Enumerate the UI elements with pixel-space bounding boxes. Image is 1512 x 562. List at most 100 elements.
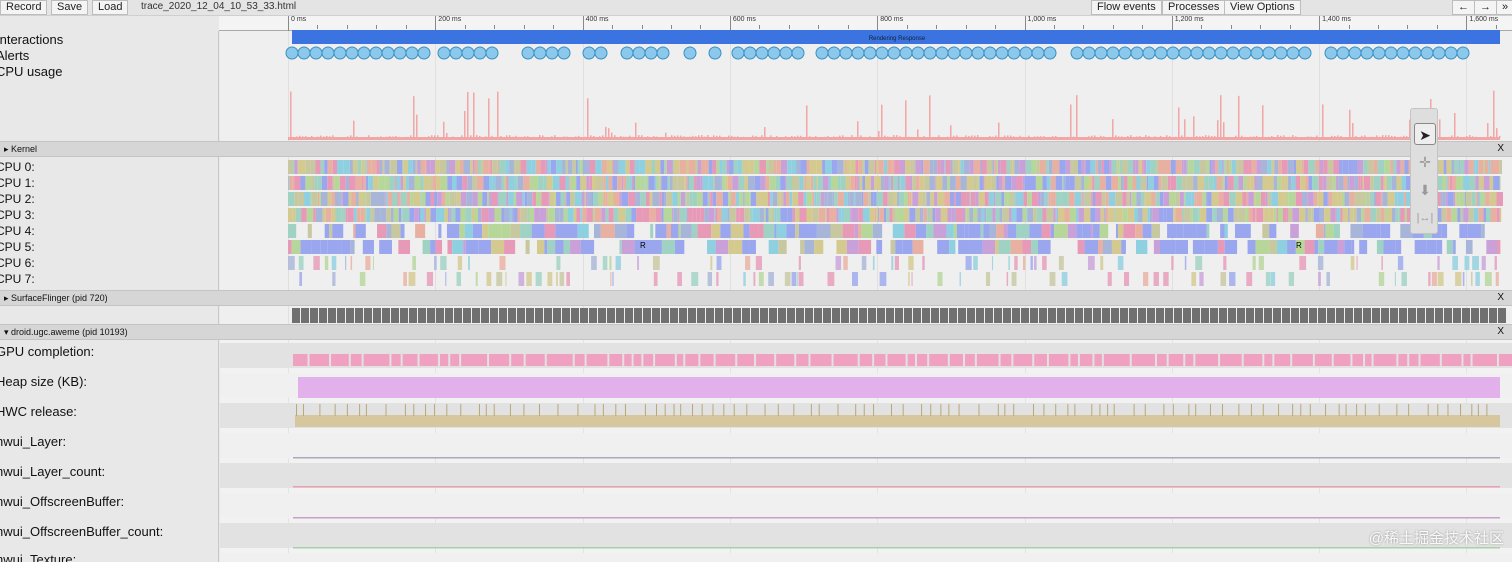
cpu-slice: [795, 224, 799, 238]
cpu-slice: [1016, 192, 1024, 206]
alert-marker: [485, 46, 499, 60]
cpu-slice: [707, 192, 710, 206]
cpu-usage-bar: [689, 136, 691, 138]
cpu-slice: [355, 224, 366, 238]
cpu-usage-bar: [794, 136, 796, 138]
cpu-slice: [1333, 224, 1340, 238]
cpu-slice: [963, 160, 970, 174]
cpu-slice: [1344, 240, 1352, 254]
cpu-usage-bar: [524, 136, 526, 138]
cpu-slice: [883, 160, 888, 174]
processes-button[interactable]: Processes: [1162, 0, 1226, 15]
cpu-usage-bar: [917, 129, 919, 138]
cpu-usage-bar: [452, 136, 454, 138]
cpu-usage-bar: [464, 110, 466, 138]
cpu-slice: [1229, 192, 1236, 206]
cpu-slice: [1446, 176, 1448, 190]
cpu-slice: [488, 176, 493, 190]
cpu-slice: [969, 208, 974, 222]
cpu-slice: [1470, 272, 1473, 286]
cpu-slice: [1248, 208, 1253, 222]
pointer-icon[interactable]: ➤: [1414, 123, 1436, 145]
gpu-completion-slice: [929, 354, 948, 366]
cpu-slice: [430, 160, 435, 174]
cpu-slice: [849, 192, 854, 206]
cpu-slice: [1095, 160, 1098, 174]
more-button[interactable]: »: [1496, 0, 1512, 15]
kernel-header[interactable]: ▸ Kernel X: [0, 141, 1512, 157]
hwc-release-tick: [334, 404, 336, 416]
cpu-slice: [934, 176, 936, 190]
cpu-slice: [1323, 160, 1328, 174]
cpu-slice: [642, 208, 650, 222]
cpu-slice: [1153, 272, 1159, 286]
surfaceflinger-header[interactable]: ▸ SurfaceFlinger (pid 720) X: [0, 290, 1512, 306]
cpu-usage-bar: [1205, 135, 1207, 138]
close-icon[interactable]: X: [1497, 143, 1504, 154]
close-icon[interactable]: X: [1497, 326, 1504, 337]
cpu-slice: [874, 208, 877, 222]
cpu-usage-bar: [1112, 119, 1114, 138]
cpu-slice: [697, 192, 703, 206]
alert-marker: [1178, 46, 1192, 60]
flow-events-button[interactable]: Flow events: [1091, 0, 1162, 15]
cpu-slice: [543, 176, 547, 190]
cpu-slice: [288, 176, 290, 190]
cpu-slice: [370, 192, 378, 206]
close-icon[interactable]: X: [1497, 292, 1504, 303]
cpu-slice: [1380, 192, 1383, 206]
view-options-button[interactable]: View Options: [1224, 0, 1301, 15]
surfaceflinger-slice: [661, 308, 669, 323]
cpu-slice: [637, 256, 639, 270]
record-button[interactable]: Record: [0, 0, 48, 15]
cpu-slice: [876, 208, 878, 222]
cpu-slice: [1200, 192, 1203, 206]
cpu-slice: [320, 160, 325, 174]
cpu-slice: [774, 160, 777, 174]
cpu-slice: [361, 176, 364, 190]
trace-filename: trace_2020_12_04_10_53_33.html: [141, 1, 297, 12]
surfaceflinger-slice: [1003, 308, 1011, 323]
load-button[interactable]: Load: [92, 0, 129, 15]
cpu-slice: [1497, 240, 1501, 254]
ruler-minor-tick: [670, 25, 672, 29]
cpu-slice: [720, 224, 731, 238]
cpu-slice: [696, 208, 701, 222]
cpu-slice: [1108, 208, 1116, 222]
cpu-slice: [1248, 192, 1254, 206]
cpu-slice: [1002, 176, 1006, 190]
cpu-slice: [768, 240, 779, 254]
forward-button[interactable]: →: [1474, 0, 1497, 15]
cpu-slice: [1126, 192, 1130, 206]
cpu-slice: [1394, 272, 1396, 286]
cpu-slice: [456, 176, 463, 190]
cpu-slice: [1183, 160, 1187, 174]
app-process-header[interactable]: ▾ droid.ugc.aweme (pid 10193) X: [0, 324, 1512, 340]
cpu-slice: [785, 176, 787, 190]
alert-marker: [437, 46, 451, 60]
cpu-slice: [964, 224, 969, 238]
timing-icon[interactable]: |↔|: [1416, 212, 1434, 224]
hwc-release-tick: [723, 404, 725, 416]
cpu-slice: [555, 224, 567, 238]
cpu-usage-bar: [953, 135, 955, 138]
zoom-icon[interactable]: ⬇: [1419, 182, 1431, 198]
cpu-slice: [850, 160, 856, 174]
gpu-completion-slice: [293, 354, 308, 366]
cpu-slice: [540, 160, 546, 174]
surfaceflinger-slice: [886, 308, 894, 323]
pan-icon[interactable]: ✛: [1419, 154, 1431, 170]
cpu-slice: [327, 176, 333, 190]
cpu-slice: [455, 160, 461, 174]
cpu-slice: [626, 224, 635, 238]
cpu-slice: [437, 192, 442, 206]
cpu-usage-bar: [566, 136, 568, 138]
cpu-slice: [1317, 192, 1324, 206]
save-button[interactable]: Save: [51, 0, 89, 15]
alert-marker: [1226, 46, 1240, 60]
cpu-slice: [1277, 176, 1282, 190]
cpu-slice: [702, 192, 708, 206]
cpu-usage-bar: [1475, 136, 1477, 138]
cpu-slice: [1475, 176, 1479, 190]
